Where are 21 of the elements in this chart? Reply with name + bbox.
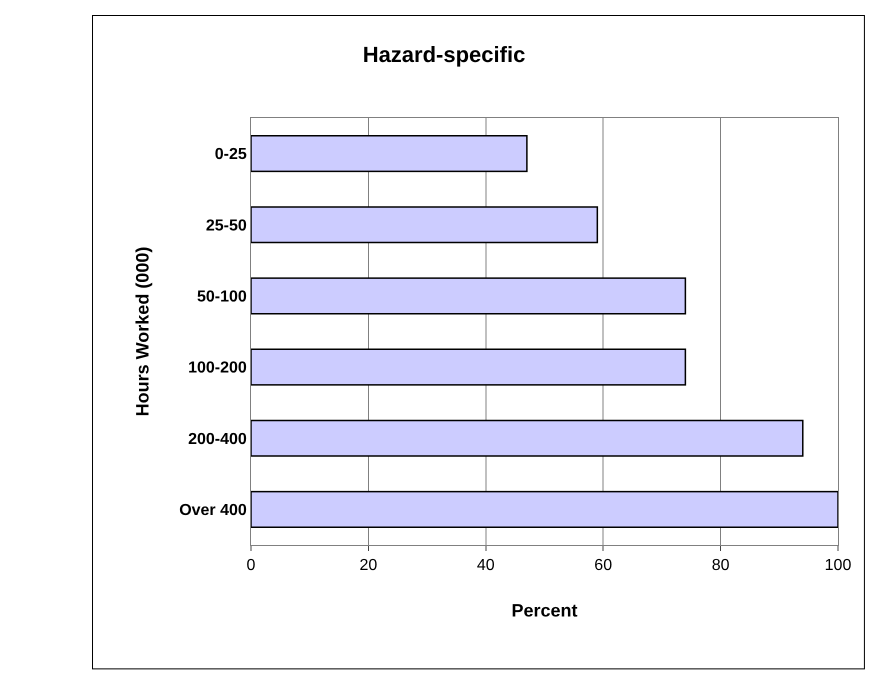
- y-tick-label: 0-25: [214, 146, 247, 164]
- x-tick-label: 40: [476, 557, 495, 574]
- bar: [251, 420, 804, 457]
- chart-title: Hazard-specific: [362, 42, 526, 68]
- x-tick-label: 80: [712, 557, 730, 574]
- y-tick-label: 200-400: [188, 430, 247, 448]
- x-tick-label: 100: [824, 557, 852, 574]
- bar: [251, 348, 686, 386]
- y-tick-label: 25-50: [206, 217, 247, 234]
- bar: [251, 206, 598, 244]
- x-tick-label: 0: [246, 557, 256, 574]
- x-axis-title: Percent: [511, 600, 578, 620]
- y-tick-label: Over 400: [179, 502, 247, 520]
- x-tick-label: 60: [594, 557, 612, 574]
- bar: [251, 135, 528, 172]
- bar: [251, 490, 838, 528]
- x-tick-label: 20: [360, 557, 378, 574]
- y-tick-label: 50-100: [196, 288, 247, 306]
- y-axis-title: Hours Worked (000): [132, 246, 152, 416]
- bar: [251, 277, 686, 314]
- y-tick-label: 100-200: [188, 360, 247, 377]
